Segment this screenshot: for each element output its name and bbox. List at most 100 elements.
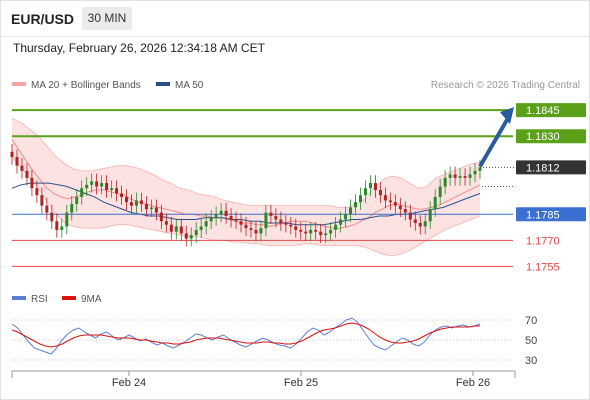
candle-body — [274, 216, 278, 220]
candle-body — [199, 226, 203, 230]
candle-body — [428, 209, 432, 222]
candle-body — [279, 219, 283, 223]
rsi-ma-line — [11, 322, 480, 348]
level-support: 1.1755 — [12, 261, 560, 273]
candle-body — [85, 184, 89, 189]
candle-body — [80, 188, 84, 197]
candle-body — [40, 195, 44, 206]
candle-body — [264, 212, 268, 229]
candle-body — [189, 235, 193, 239]
legend-ma50: MA 50 — [156, 80, 203, 91]
legend-rsi-ma: 9MA — [62, 294, 102, 305]
rsi-label: RSI — [31, 294, 48, 305]
candle-body — [334, 224, 338, 230]
timeframe-badge[interactable]: 30 MIN — [82, 7, 132, 30]
rsi-ma-label: 9MA — [81, 294, 102, 305]
rsi-tick-label: 30 — [525, 355, 537, 367]
level-label: 1.1755 — [526, 261, 560, 273]
candle-body — [184, 233, 188, 239]
candle-body — [329, 229, 333, 234]
candle-body — [269, 212, 273, 217]
candle-body — [438, 186, 442, 197]
candle-body — [344, 214, 348, 220]
candle-body — [144, 203, 148, 210]
candle-body — [398, 205, 402, 210]
candle-body — [324, 233, 328, 236]
candle-body — [433, 196, 437, 210]
candle-body — [10, 151, 14, 158]
level-tag — [516, 103, 586, 118]
candle-body — [25, 170, 29, 178]
candle-body — [299, 229, 303, 232]
legend-rsi: RSI — [12, 294, 48, 305]
level-label: 1.1830 — [526, 131, 560, 143]
level-support: 1.1770 — [12, 235, 560, 247]
candle-body — [50, 212, 54, 222]
level-resistance: 1.1830 — [12, 129, 586, 144]
candle-body — [214, 214, 218, 218]
candle-body — [249, 228, 253, 230]
candle-body — [289, 224, 293, 227]
legend-ma20: MA 20 + Bollinger Bands — [12, 80, 141, 91]
candle-body — [115, 188, 119, 194]
candle-body — [448, 174, 452, 178]
candle-body — [373, 183, 377, 190]
candle-body — [359, 195, 363, 203]
ma50-swatch — [156, 82, 170, 87]
candle-body — [314, 229, 318, 232]
level-tag — [516, 207, 586, 222]
candle-body — [139, 200, 143, 204]
bollinger-lower-line — [11, 156, 481, 257]
projection-arrow-shaft — [478, 117, 510, 168]
ma20-swatch — [12, 82, 26, 87]
ma50-label: MA 50 — [175, 80, 204, 91]
candle-body — [363, 188, 367, 196]
candle-body — [388, 200, 392, 203]
candle-body — [129, 202, 133, 206]
candle-body — [224, 210, 228, 217]
candle-body — [413, 219, 417, 223]
candle-body — [229, 216, 233, 220]
rsi-swatch — [12, 296, 26, 301]
candle-body — [259, 228, 263, 234]
candle-body — [100, 183, 104, 187]
candle-body — [408, 212, 412, 220]
bollinger-upper-line — [11, 118, 481, 208]
candle-body — [393, 202, 397, 206]
chart-header: EUR/USD 30 MIN — [0, 0, 590, 36]
candle-body — [478, 167, 482, 171]
candle-body — [294, 226, 298, 230]
rsi-tick-label: 50 — [525, 335, 537, 347]
level-tag — [516, 160, 586, 175]
candle-body — [468, 174, 472, 178]
candle-body — [60, 226, 64, 230]
candle-body — [65, 212, 69, 227]
candle-body — [15, 157, 19, 166]
level-label: 1.1785 — [526, 209, 560, 221]
level-tag — [516, 129, 586, 144]
candle-body — [204, 221, 208, 227]
candle-body — [319, 231, 323, 236]
candle-body — [304, 231, 308, 234]
candle-body — [90, 181, 94, 185]
rsi-tick-label: 70 — [525, 315, 537, 327]
candle-body — [70, 203, 74, 213]
candle-body — [174, 226, 178, 232]
candle-body — [35, 188, 39, 196]
level-resistance: 1.1845 — [12, 103, 586, 118]
candle-body — [75, 196, 79, 204]
copyright-text: Research © 2026 Trading Central — [430, 80, 580, 91]
candle-body — [378, 190, 382, 196]
candle-body — [194, 229, 198, 236]
candle-body — [423, 221, 427, 227]
candle-body — [383, 195, 387, 201]
rsi-ma-swatch — [62, 296, 76, 301]
candle-body — [403, 209, 407, 213]
candle-body — [239, 221, 243, 225]
rsi-line — [11, 317, 481, 355]
level-label: 1.1845 — [526, 105, 560, 117]
candle-body — [458, 176, 462, 178]
candle-body — [55, 221, 59, 230]
candle-body — [339, 219, 343, 225]
x-tick-label: Feb 25 — [284, 377, 318, 389]
